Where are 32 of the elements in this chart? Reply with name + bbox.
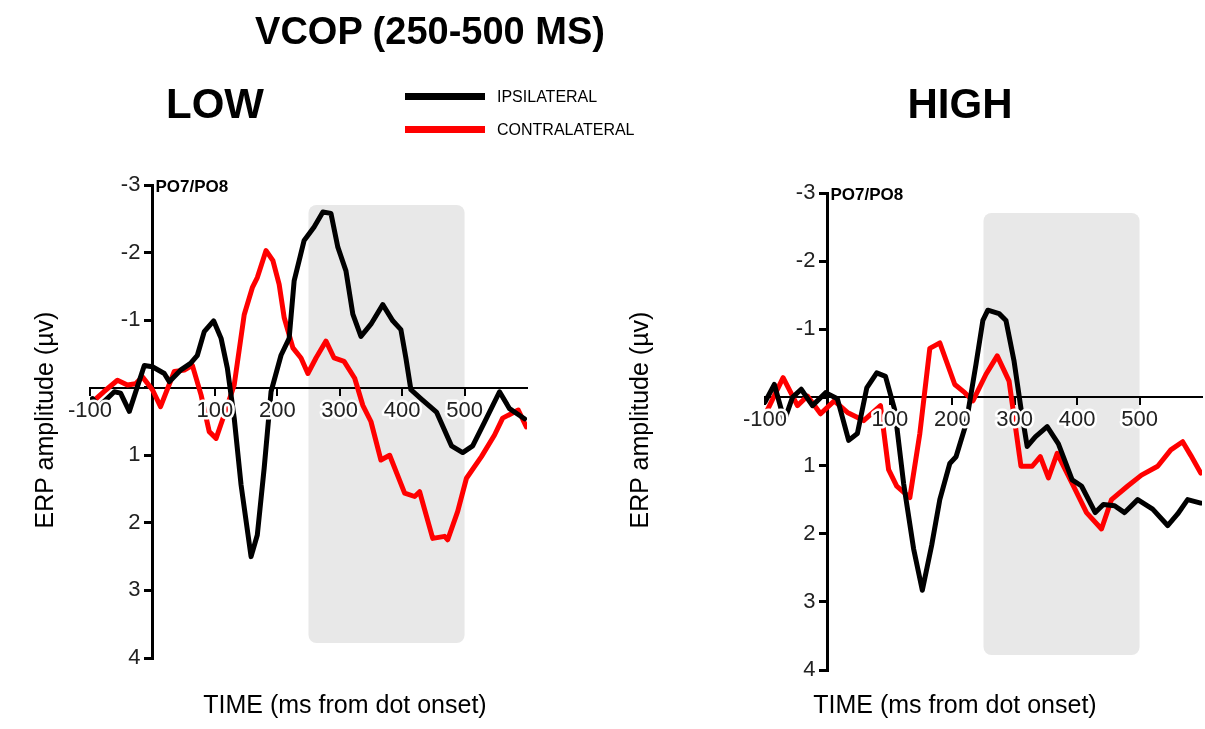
y-tick-label: 4 (128, 644, 141, 670)
chart-subtitle: LOW (166, 80, 264, 128)
x-tick-label: 400 (1058, 406, 1096, 432)
annotation: PO7/PO8 (155, 176, 229, 196)
chart-title: VCOP (250-500 MS) (255, 10, 605, 53)
y-axis-title: ERP amplitude (µv) (624, 311, 654, 529)
x-axis-title: TIME (ms from dot onset) (813, 690, 1097, 719)
x-axis-title: TIME (ms from dot onset) (203, 690, 487, 719)
y-tick-label: 3 (803, 587, 816, 613)
y-tick-label: -2 (795, 247, 816, 273)
x-tick-label: -100 (742, 406, 788, 432)
y-tick-label: -1 (795, 315, 816, 341)
x-tick-label: 500 (1121, 406, 1158, 432)
y-tick-label: -1 (120, 306, 141, 332)
legend-label: IPSILATERAL (497, 87, 598, 106)
y-tick-label: -2 (120, 238, 141, 264)
x-tick-label: 300 (321, 396, 359, 422)
y-tick-label: 3 (128, 576, 141, 602)
y-tick-label: -3 (120, 171, 141, 197)
y-tick-label: 1 (128, 441, 141, 467)
y-tick-label: 2 (128, 508, 141, 534)
y-tick-label: 1 (803, 451, 816, 477)
x-tick-label: 500 (446, 396, 483, 422)
legend-label: CONTRALATERAL (497, 120, 635, 139)
annotation: PO7/PO8 (830, 184, 904, 204)
chart-title: HIGH (907, 80, 1013, 128)
y-tick-label: -3 (795, 179, 816, 205)
y-tick-label: 4 (803, 656, 816, 682)
x-tick-label: 400 (383, 396, 421, 422)
y-tick-label: 2 (803, 519, 816, 545)
y-axis-title: ERP amplitude (µv) (29, 311, 59, 529)
x-tick-label: -100 (67, 396, 113, 422)
